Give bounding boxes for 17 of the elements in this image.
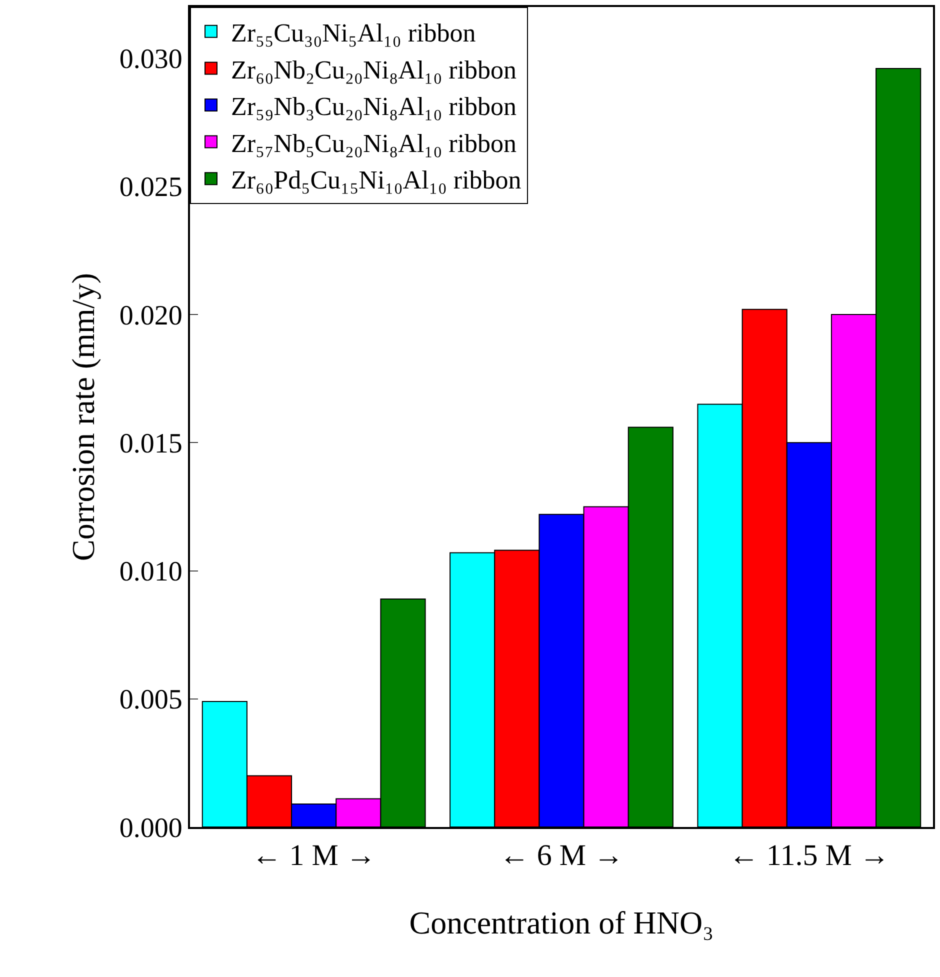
x-tick-label: ← 11.5 M → <box>728 839 890 872</box>
legend-label: Zr₅₉Nb₃Cu₂₀Ni₈Al₁₀ ribbon <box>231 92 517 122</box>
y-tick-label: 0.025 <box>119 172 182 204</box>
y-tick-label: 0.030 <box>119 44 182 76</box>
y-tick-label: 0.010 <box>119 556 182 588</box>
y-tick-label: 0.005 <box>119 684 182 716</box>
x-tick-label: ← 1 M → <box>252 839 376 872</box>
x-axis-title: Concentration of HNO₃ <box>409 904 714 940</box>
legend-label: Zr₆₀Nb₂Cu₂₀Ni₈Al₁₀ ribbon <box>231 55 517 84</box>
y-tick-label: 0.015 <box>119 428 182 460</box>
legend-label: Zr₅₅Cu₃₀Ni₅Al₁₀ ribbon <box>231 18 476 48</box>
x-tick-label: ← 6 M → <box>499 839 624 872</box>
legend-label: Zr₆₀Pd₅Cu₁₅Ni₁₀Al₁₀ ribbon <box>231 166 522 195</box>
legend-label: Zr₅₇Nb₅Cu₂₀Ni₈Al₁₀ ribbon <box>231 128 517 158</box>
y-tick-label: 0.020 <box>119 300 182 332</box>
y-axis-title: Corrosion rate (mm/y) <box>65 273 102 561</box>
y-tick-label: 0.000 <box>119 812 182 844</box>
